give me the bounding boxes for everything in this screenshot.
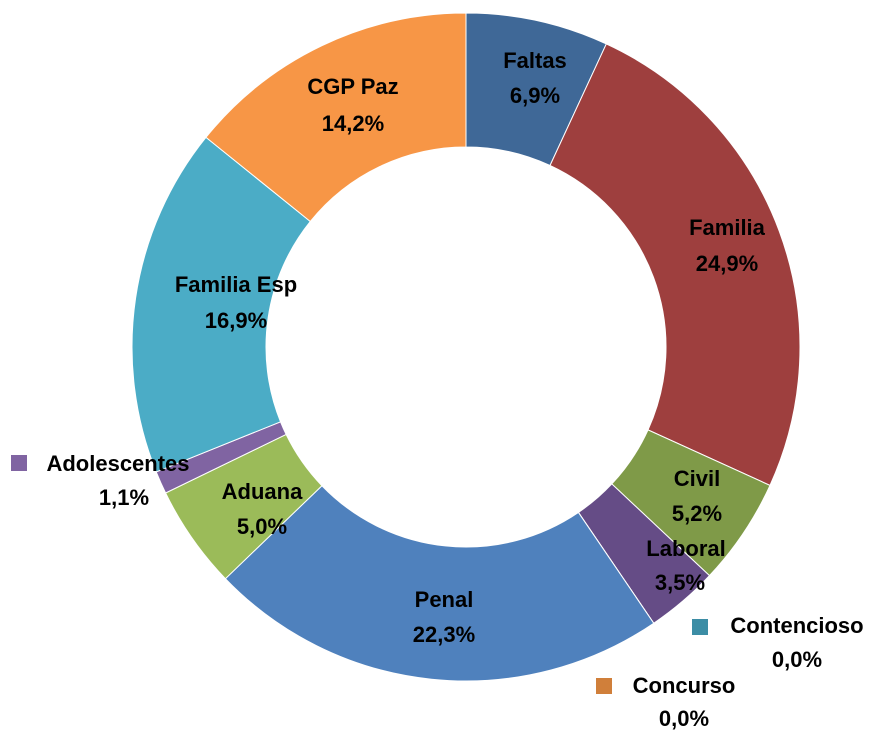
value-label: 24,9%: [696, 251, 758, 276]
donut-slice: [131, 136, 312, 473]
slice-label: CGP Paz: [307, 74, 398, 99]
legend-swatch: [596, 678, 612, 694]
slice-label: Familia: [689, 215, 766, 240]
slice-label: Faltas: [503, 48, 567, 73]
legend-swatch: [11, 455, 27, 471]
value-label: 1,1%: [99, 485, 149, 510]
slice-label: Familia Esp: [175, 272, 297, 297]
value-label: 3,5%: [655, 570, 705, 595]
legend-swatch: [692, 619, 708, 635]
value-label: 22,3%: [413, 622, 475, 647]
slice-label: Concurso: [633, 673, 736, 698]
donut-slice: [205, 12, 467, 223]
value-label: 0,0%: [659, 706, 709, 731]
slice-label: Penal: [415, 587, 474, 612]
slice-label: Adolescentes: [46, 451, 189, 476]
value-label: 16,9%: [205, 308, 267, 333]
value-label: 5,0%: [237, 514, 287, 539]
slice-label: Aduana: [222, 479, 303, 504]
donut-slice: [224, 485, 655, 682]
slice-label: Civil: [674, 466, 720, 491]
value-label: 6,9%: [510, 83, 560, 108]
slice-label: Laboral: [646, 536, 725, 561]
value-label: 14,2%: [322, 111, 384, 136]
donut-slice: [549, 43, 801, 487]
value-label: 0,0%: [772, 647, 822, 672]
slice-label: Contencioso: [730, 613, 863, 638]
value-label: 5,2%: [672, 501, 722, 526]
